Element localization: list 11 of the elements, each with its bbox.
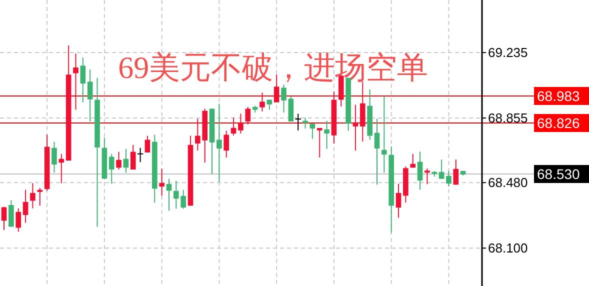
text: 69美元不破，进场空单	[118, 50, 428, 85]
ref-label: 68.826	[534, 114, 589, 132]
ref-label: 68.983	[534, 86, 589, 105]
y-tick-label: 69.235	[488, 45, 528, 60]
ref-line-label: 68.826	[537, 115, 580, 132]
y-tick-label: 68.855	[488, 110, 528, 126]
ref-line-label: 68.983	[537, 88, 580, 104]
y-tick-label: 68.480	[488, 175, 528, 190]
ref-label: 68.530	[534, 165, 589, 183]
ref-line-label: 68.530	[537, 166, 580, 182]
y-tick-label: 68.100	[488, 240, 528, 256]
